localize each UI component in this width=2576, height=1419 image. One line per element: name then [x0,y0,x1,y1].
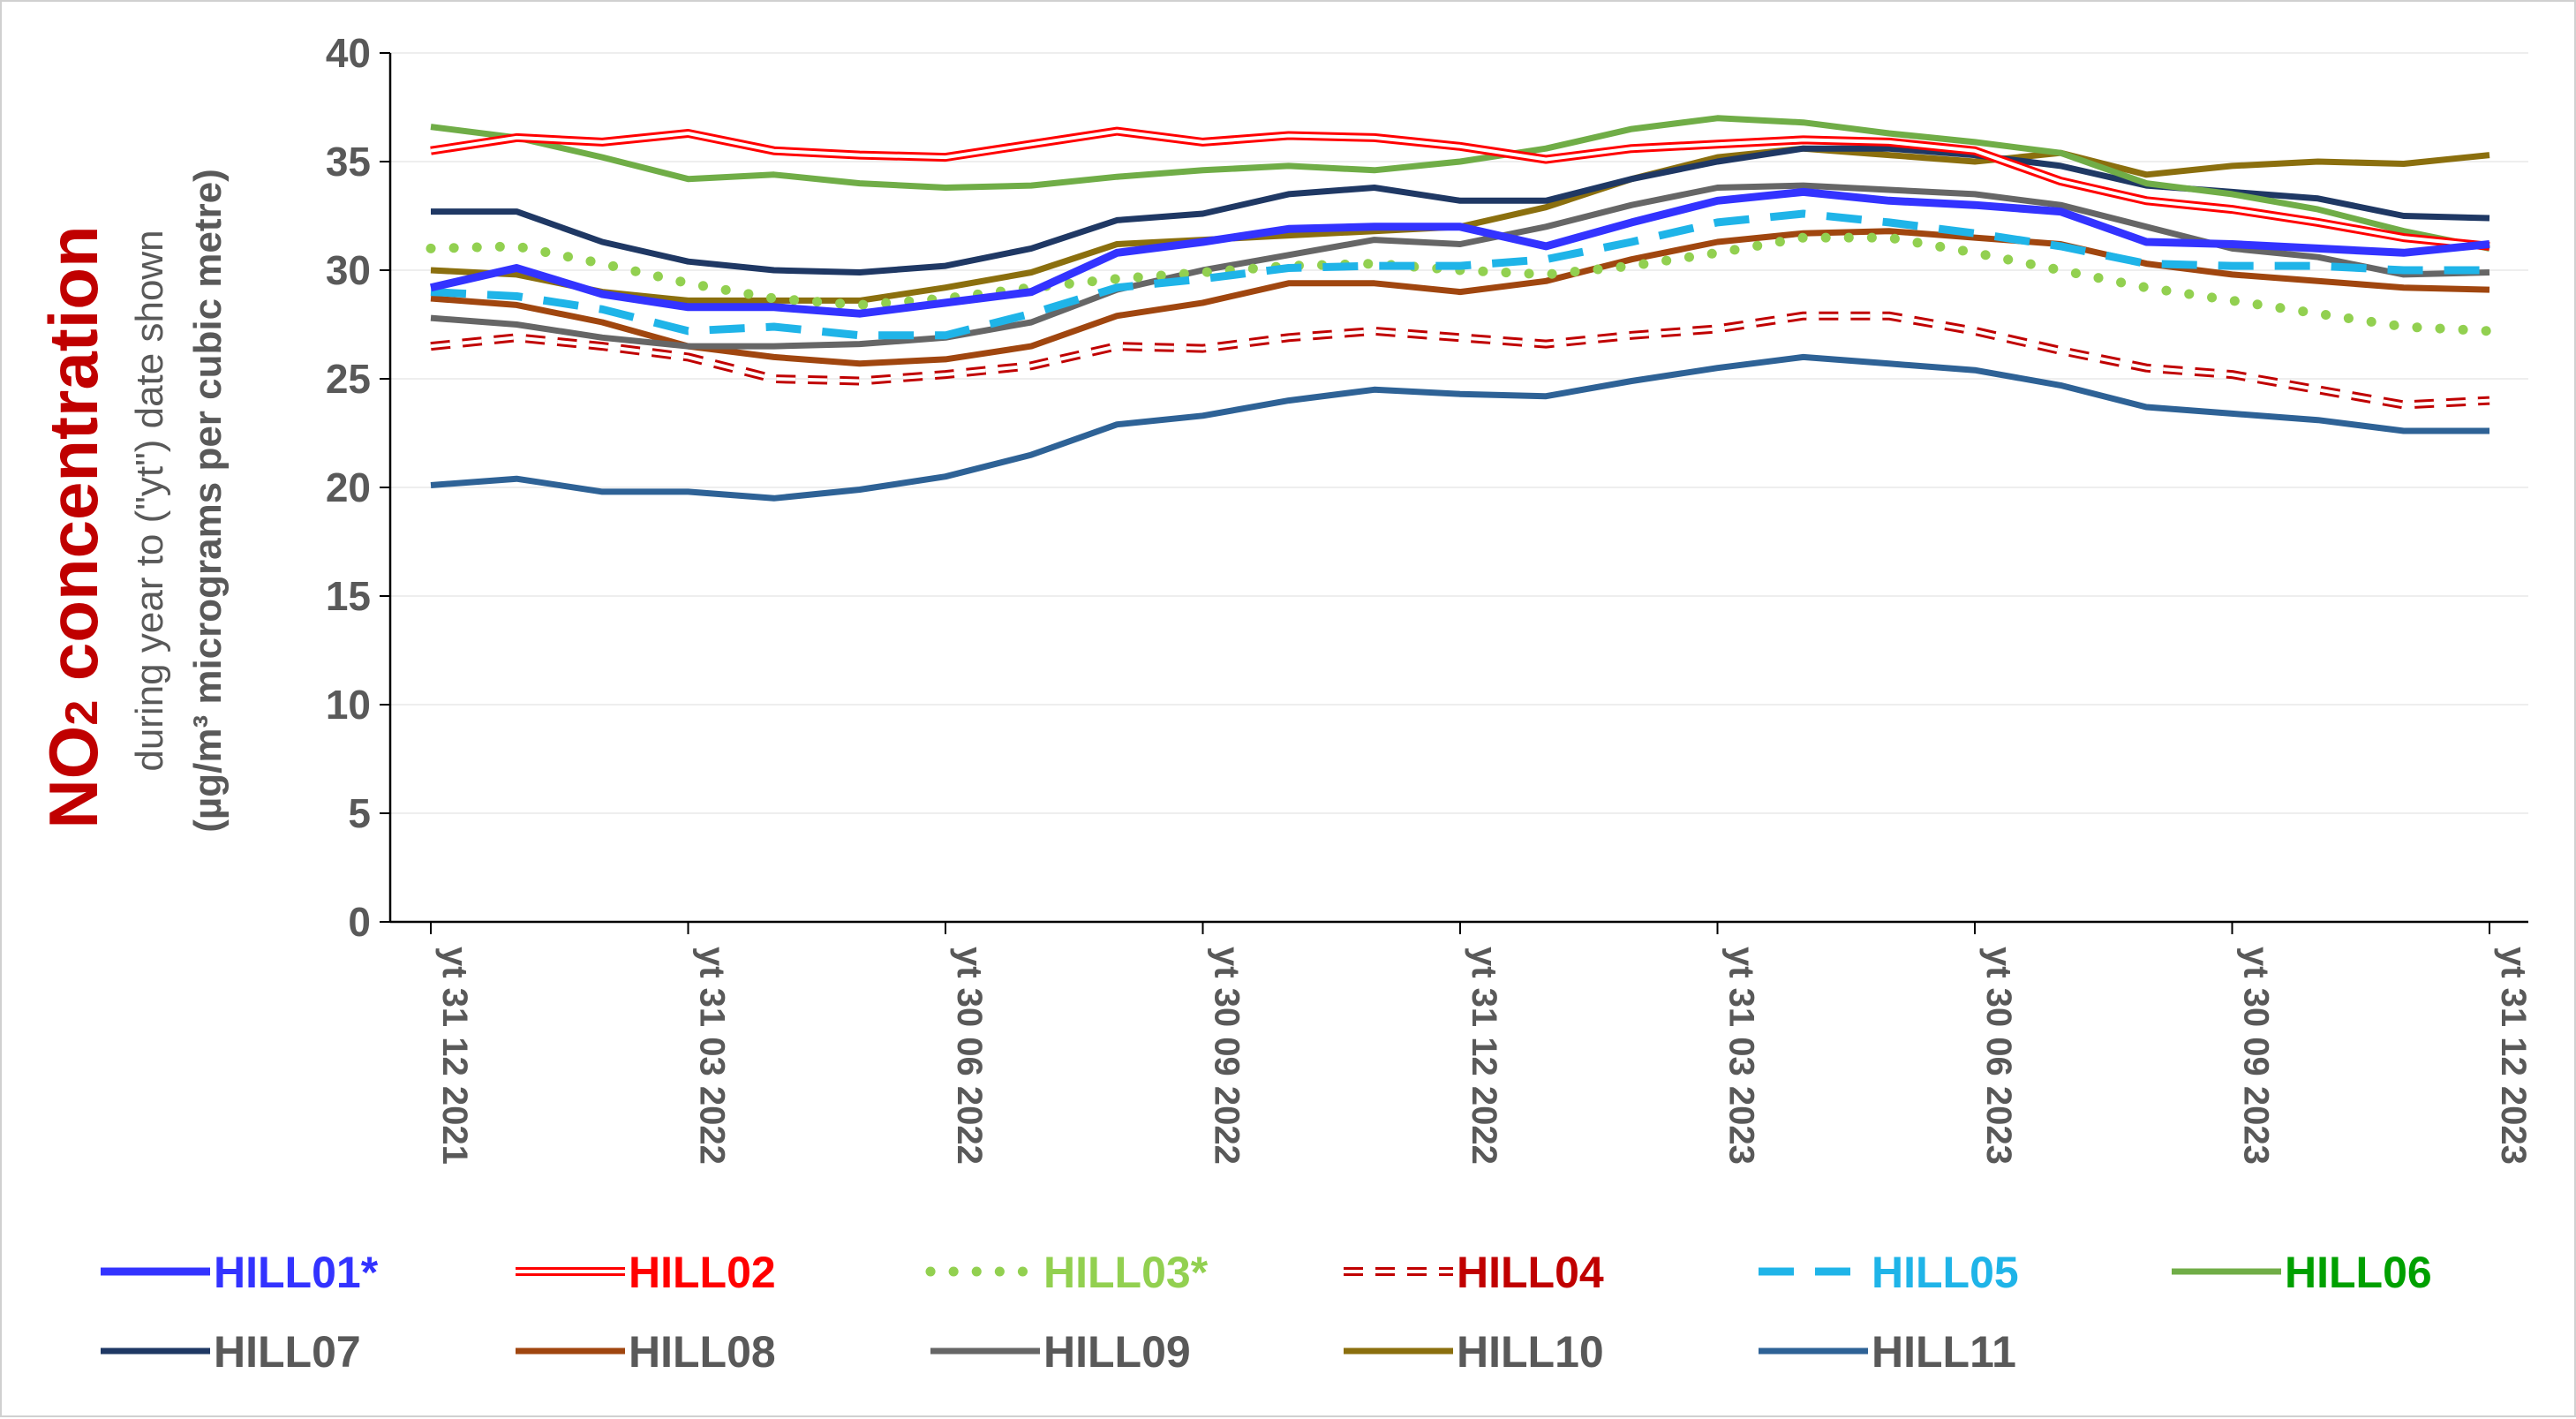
legend-label: HILL01* [214,1248,379,1297]
y-axis-title: NO2 concentration during year to ("yt") … [34,169,230,833]
x-tick-label: yt 31 03 2023 [1722,947,1761,1165]
series-line [430,209,2489,340]
legend: HILL01* HILL02 HILL03* HILL04 HILL05 HILL06 HI… [101,1248,2432,1377]
series-line-inner [430,313,2490,407]
y-tick-label: 35 [326,139,371,185]
legend-label: HILL07 [214,1327,361,1377]
legend-label: HILL09 [1043,1327,1191,1377]
series-line [430,115,2490,252]
legend-item: HILL11 [1759,1327,2016,1377]
legend-item: HILL06 [2172,1248,2432,1297]
series-hill06 [430,115,2490,252]
legend-label: HILL02 [629,1248,776,1297]
x-tick-label: yt 31 12 2023 [2494,947,2533,1165]
series-hill07 [431,145,2490,275]
legend-label: HILL11 [1872,1327,2016,1377]
legend-item: HILL01* [101,1248,379,1297]
series-line [430,353,2489,502]
series-line [426,232,2495,336]
legend-label: HILL10 [1457,1327,1604,1377]
legend-label: HILL08 [629,1327,776,1377]
tick-labels: 0 5 10 15 20 25 30 35 40 yt 31 12 2021 yt 31 03 20… [326,30,2533,1165]
series-hill11 [430,353,2489,502]
legend-label: HILL05 [1872,1248,2019,1297]
y-tick-label: 20 [326,464,371,510]
legend-item: HILL07 [101,1327,361,1377]
legend-item: HILL04 [1344,1248,1604,1297]
x-tick-label: yt 31 12 2021 [435,947,474,1165]
legend-item: HILL02 [516,1248,776,1297]
x-tick-label: yt 30 06 2022 [950,947,989,1165]
series-line [430,228,2490,367]
x-tick-label: yt 30 09 2022 [1208,947,1247,1165]
legend-item: HILL08 [516,1327,776,1377]
series-line [431,145,2490,275]
series-hill09 [430,182,2490,350]
series-hill04 [430,311,2490,410]
series-lines [426,115,2495,502]
series-hill03-star [426,232,2495,336]
y-tick-label: 40 [326,30,371,76]
series-hill01-star [429,187,2490,318]
y-tick-label: 25 [326,356,371,402]
x-tick-label: yt 30 06 2023 [1979,947,2018,1165]
legend-label: HILL04 [1457,1248,1604,1297]
legend-label: HILL06 [2285,1248,2432,1297]
series-hill08 [430,228,2490,367]
y-tick-label: 5 [348,790,371,836]
x-tick-label: yt 30 09 2023 [2237,947,2276,1165]
y-axis-title-line2: during year to ("yt") date shown [128,230,171,771]
x-tick-label: yt 31 03 2022 [693,947,732,1165]
y-axis-title-main: NO2 concentration [34,225,112,828]
axes [380,52,2528,934]
y-tick-label: 10 [326,682,371,728]
legend-label: HILL03* [1043,1248,1209,1297]
series-hill05 [430,209,2489,340]
y-tick-label: 30 [326,247,371,293]
x-tick-label: yt 31 12 2022 [1465,947,1503,1165]
y-tick-label: 0 [348,899,371,945]
series-hill02 [430,126,2490,251]
legend-item: HILL10 [1344,1327,1604,1377]
y-tick-label: 15 [326,573,371,619]
legend-item: HILL05 [1759,1248,2019,1297]
legend-item: HILL03* [925,1248,1209,1297]
series-line [430,182,2490,350]
series-line-inner [430,129,2490,248]
series-line [429,187,2490,318]
legend-item: HILL09 [930,1327,1191,1377]
y-axis-title-line3: (µg/m³ micrograms per cubic metre) [186,169,230,833]
